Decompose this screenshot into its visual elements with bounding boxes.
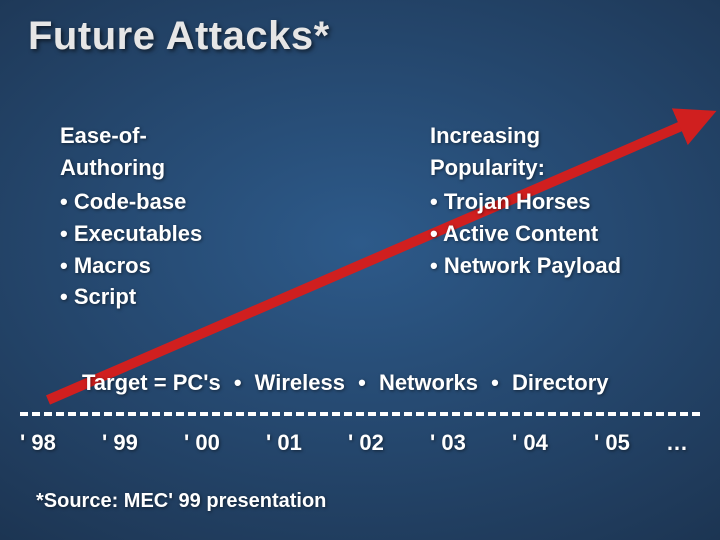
left-heading-line1: Ease-of- bbox=[60, 123, 147, 148]
right-heading: Increasing Popularity: bbox=[430, 120, 710, 184]
right-heading-line2: Popularity: bbox=[430, 155, 545, 180]
timeline-year: ' 05 bbox=[594, 430, 630, 456]
right-heading-line1: Increasing bbox=[430, 123, 540, 148]
timeline-year: ' 99 bbox=[102, 430, 138, 456]
left-column: Ease-of- Authoring Code-base Executables… bbox=[60, 120, 360, 313]
timeline-year: ' 00 bbox=[184, 430, 220, 456]
right-item: Trojan Horses bbox=[430, 186, 710, 218]
slide-title: Future Attacks* bbox=[28, 14, 330, 59]
timeline-year: ' 98 bbox=[20, 430, 56, 456]
right-column: Increasing Popularity: Trojan Horses Act… bbox=[430, 120, 710, 281]
timeline-year: … bbox=[666, 430, 688, 456]
timeline-year: ' 02 bbox=[348, 430, 384, 456]
slide: Future Attacks* Ease-of- Authoring Code-… bbox=[0, 0, 720, 540]
timeline-rule bbox=[20, 412, 700, 416]
left-item: Macros bbox=[60, 250, 360, 282]
timeline-year: ' 01 bbox=[266, 430, 302, 456]
left-item: Code-base bbox=[60, 186, 360, 218]
left-item: Script bbox=[60, 281, 360, 313]
target-prefix: Target = bbox=[82, 370, 173, 395]
bullet-sep: • bbox=[491, 370, 499, 395]
footnote: *Source: MEC' 99 presentation bbox=[36, 490, 326, 513]
timeline-year: ' 03 bbox=[430, 430, 466, 456]
right-item: Network Payload bbox=[430, 250, 710, 282]
left-heading-line2: Authoring bbox=[60, 155, 165, 180]
target-item: Directory bbox=[512, 370, 609, 395]
right-item: Active Content bbox=[430, 218, 710, 250]
target-item: PC's bbox=[173, 370, 221, 395]
target-row: Target = PC's • Wireless • Networks • Di… bbox=[82, 370, 609, 396]
timeline-year: ' 04 bbox=[512, 430, 548, 456]
left-heading: Ease-of- Authoring bbox=[60, 120, 360, 184]
left-item: Executables bbox=[60, 218, 360, 250]
target-item: Networks bbox=[379, 370, 478, 395]
timeline: ' 98 ' 99 ' 00 ' 01 ' 02 ' 03 ' 04 ' 05 … bbox=[20, 430, 700, 470]
bullet-sep: • bbox=[358, 370, 366, 395]
bullet-sep: • bbox=[234, 370, 242, 395]
target-item: Wireless bbox=[255, 370, 345, 395]
